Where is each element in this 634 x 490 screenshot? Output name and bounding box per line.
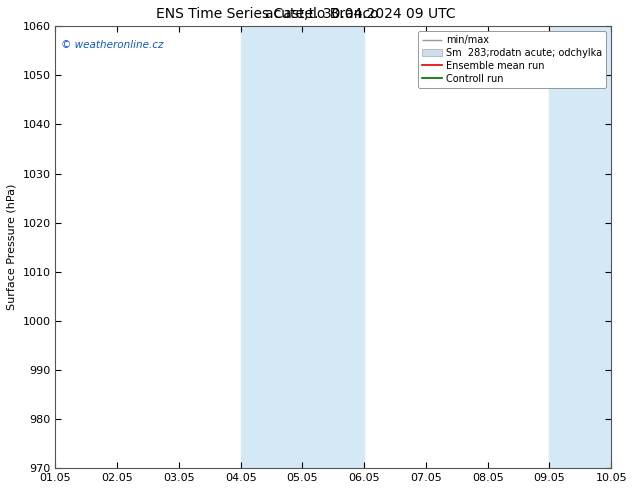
Legend: min/max, Sm  283;rodatn acute; odchylka, Ensemble mean run, Controll run: min/max, Sm 283;rodatn acute; odchylka, … [418, 31, 606, 88]
Text: ENS Time Series Castelo Branco: ENS Time Series Castelo Branco [155, 7, 378, 21]
Y-axis label: Surface Pressure (hPa): Surface Pressure (hPa) [7, 184, 17, 311]
Text: © weatheronline.cz: © weatheronline.cz [61, 40, 164, 49]
Bar [550, 26, 634, 468]
Bar [241, 26, 365, 468]
Text: acute;t. 30.04.2024 09 UTC: acute;t. 30.04.2024 09 UTC [265, 7, 456, 21]
